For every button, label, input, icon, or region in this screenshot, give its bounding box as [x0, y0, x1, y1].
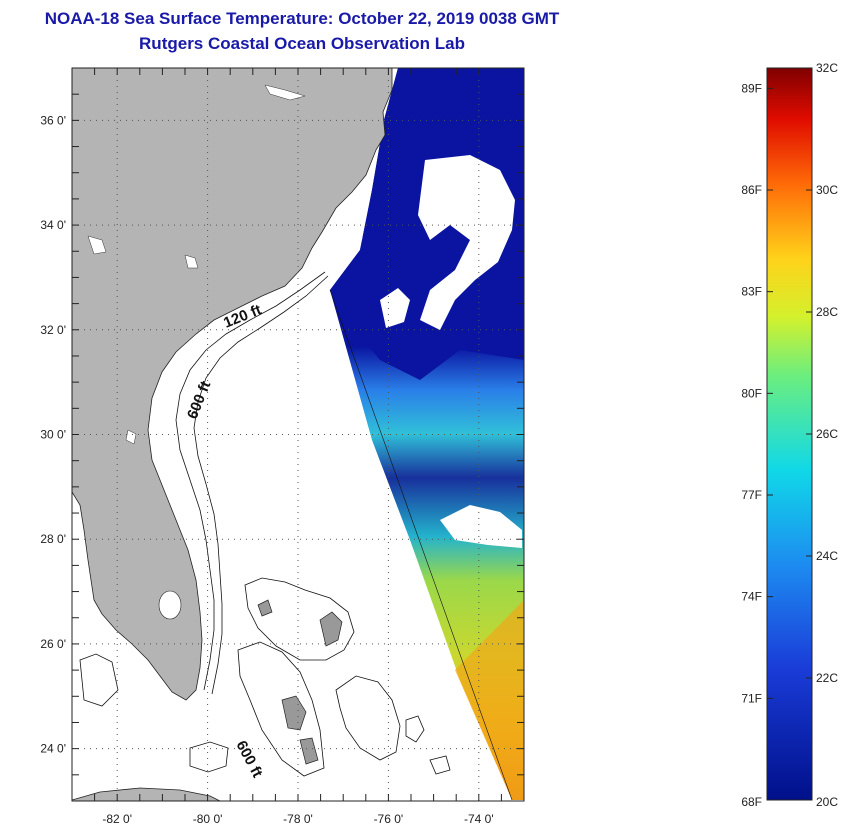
map-tick-labels: -82 0' -80 0' -78 0' -76 0' -74 0' 36 0' 34 0'… [40, 113, 493, 826]
colorbar-label-fahrenheit: 86F [741, 183, 762, 197]
colorbar-label-celsius: 28C [816, 305, 838, 319]
lat-tick-label: 24 0' [40, 742, 66, 756]
shelf-contours [175, 271, 329, 695]
lake-okeechobee [158, 590, 182, 620]
colorbar-label-celsius: 32C [816, 61, 838, 75]
colorbar-label-fahrenheit: 83F [741, 285, 762, 299]
colorbar-label-celsius: 26C [816, 427, 838, 441]
lat-tick-label: 28 0' [40, 532, 66, 546]
swath-edge [329, 289, 513, 801]
colorbar-label-fahrenheit: 71F [741, 691, 762, 705]
colorbar-label-fahrenheit: 80F [741, 386, 762, 400]
inland-lake [125, 429, 137, 445]
land-cuba [72, 787, 221, 801]
chart-subtitle: Rutgers Coastal Ocean Observation Lab [139, 34, 465, 53]
lat-tick-label: 34 0' [40, 218, 66, 232]
cloud-region [418, 155, 515, 330]
warm-water-region [455, 600, 524, 800]
land-us-east-coast [72, 68, 393, 701]
chart-title: NOAA-18 Sea Surface Temperature: October… [44, 9, 560, 28]
lon-tick-label: -76 0' [374, 812, 404, 826]
colorbar-label-fahrenheit: 74F [741, 590, 762, 604]
lon-tick-label: -78 0' [283, 812, 313, 826]
cloud-region [380, 288, 410, 328]
colorbar-label-celsius: 20C [816, 795, 838, 809]
colorbar-label-fahrenheit: 89F [741, 81, 762, 95]
land-bahamas [319, 611, 343, 647]
lon-tick-label: -80 0' [193, 812, 223, 826]
land-bahamas [299, 737, 319, 765]
lat-tick-label: 36 0' [40, 113, 66, 127]
land-bahamas [281, 695, 307, 731]
colorbar-label-celsius: 30C [816, 183, 838, 197]
sst-map: 120 ft 600 ft 600 ft -82 0' -80 0' -78 0' -… [40, 67, 525, 826]
colorbar-label-fahrenheit: 77F [741, 488, 762, 502]
cloud-region [440, 505, 522, 548]
lat-tick-label: 32 0' [40, 323, 66, 337]
lon-tick-label: -82 0' [102, 812, 132, 826]
bathymetry-contours [79, 577, 451, 777]
colorbar-label-celsius: 22C [816, 671, 838, 685]
colorbar-label-fahrenheit: 68F [741, 795, 762, 809]
cloud-region [330, 200, 365, 250]
map-frame [71, 67, 525, 802]
lat-tick-label: 26 0' [40, 637, 66, 651]
land-bahamas [257, 599, 273, 617]
colorbar-label-celsius: 24C [816, 549, 838, 563]
colorbar-gradient [766, 67, 813, 801]
inland-lake [87, 235, 107, 255]
lon-tick-label: -74 0' [464, 812, 494, 826]
lat-tick-label: 30 0' [40, 428, 66, 442]
inland-lake [184, 254, 199, 269]
